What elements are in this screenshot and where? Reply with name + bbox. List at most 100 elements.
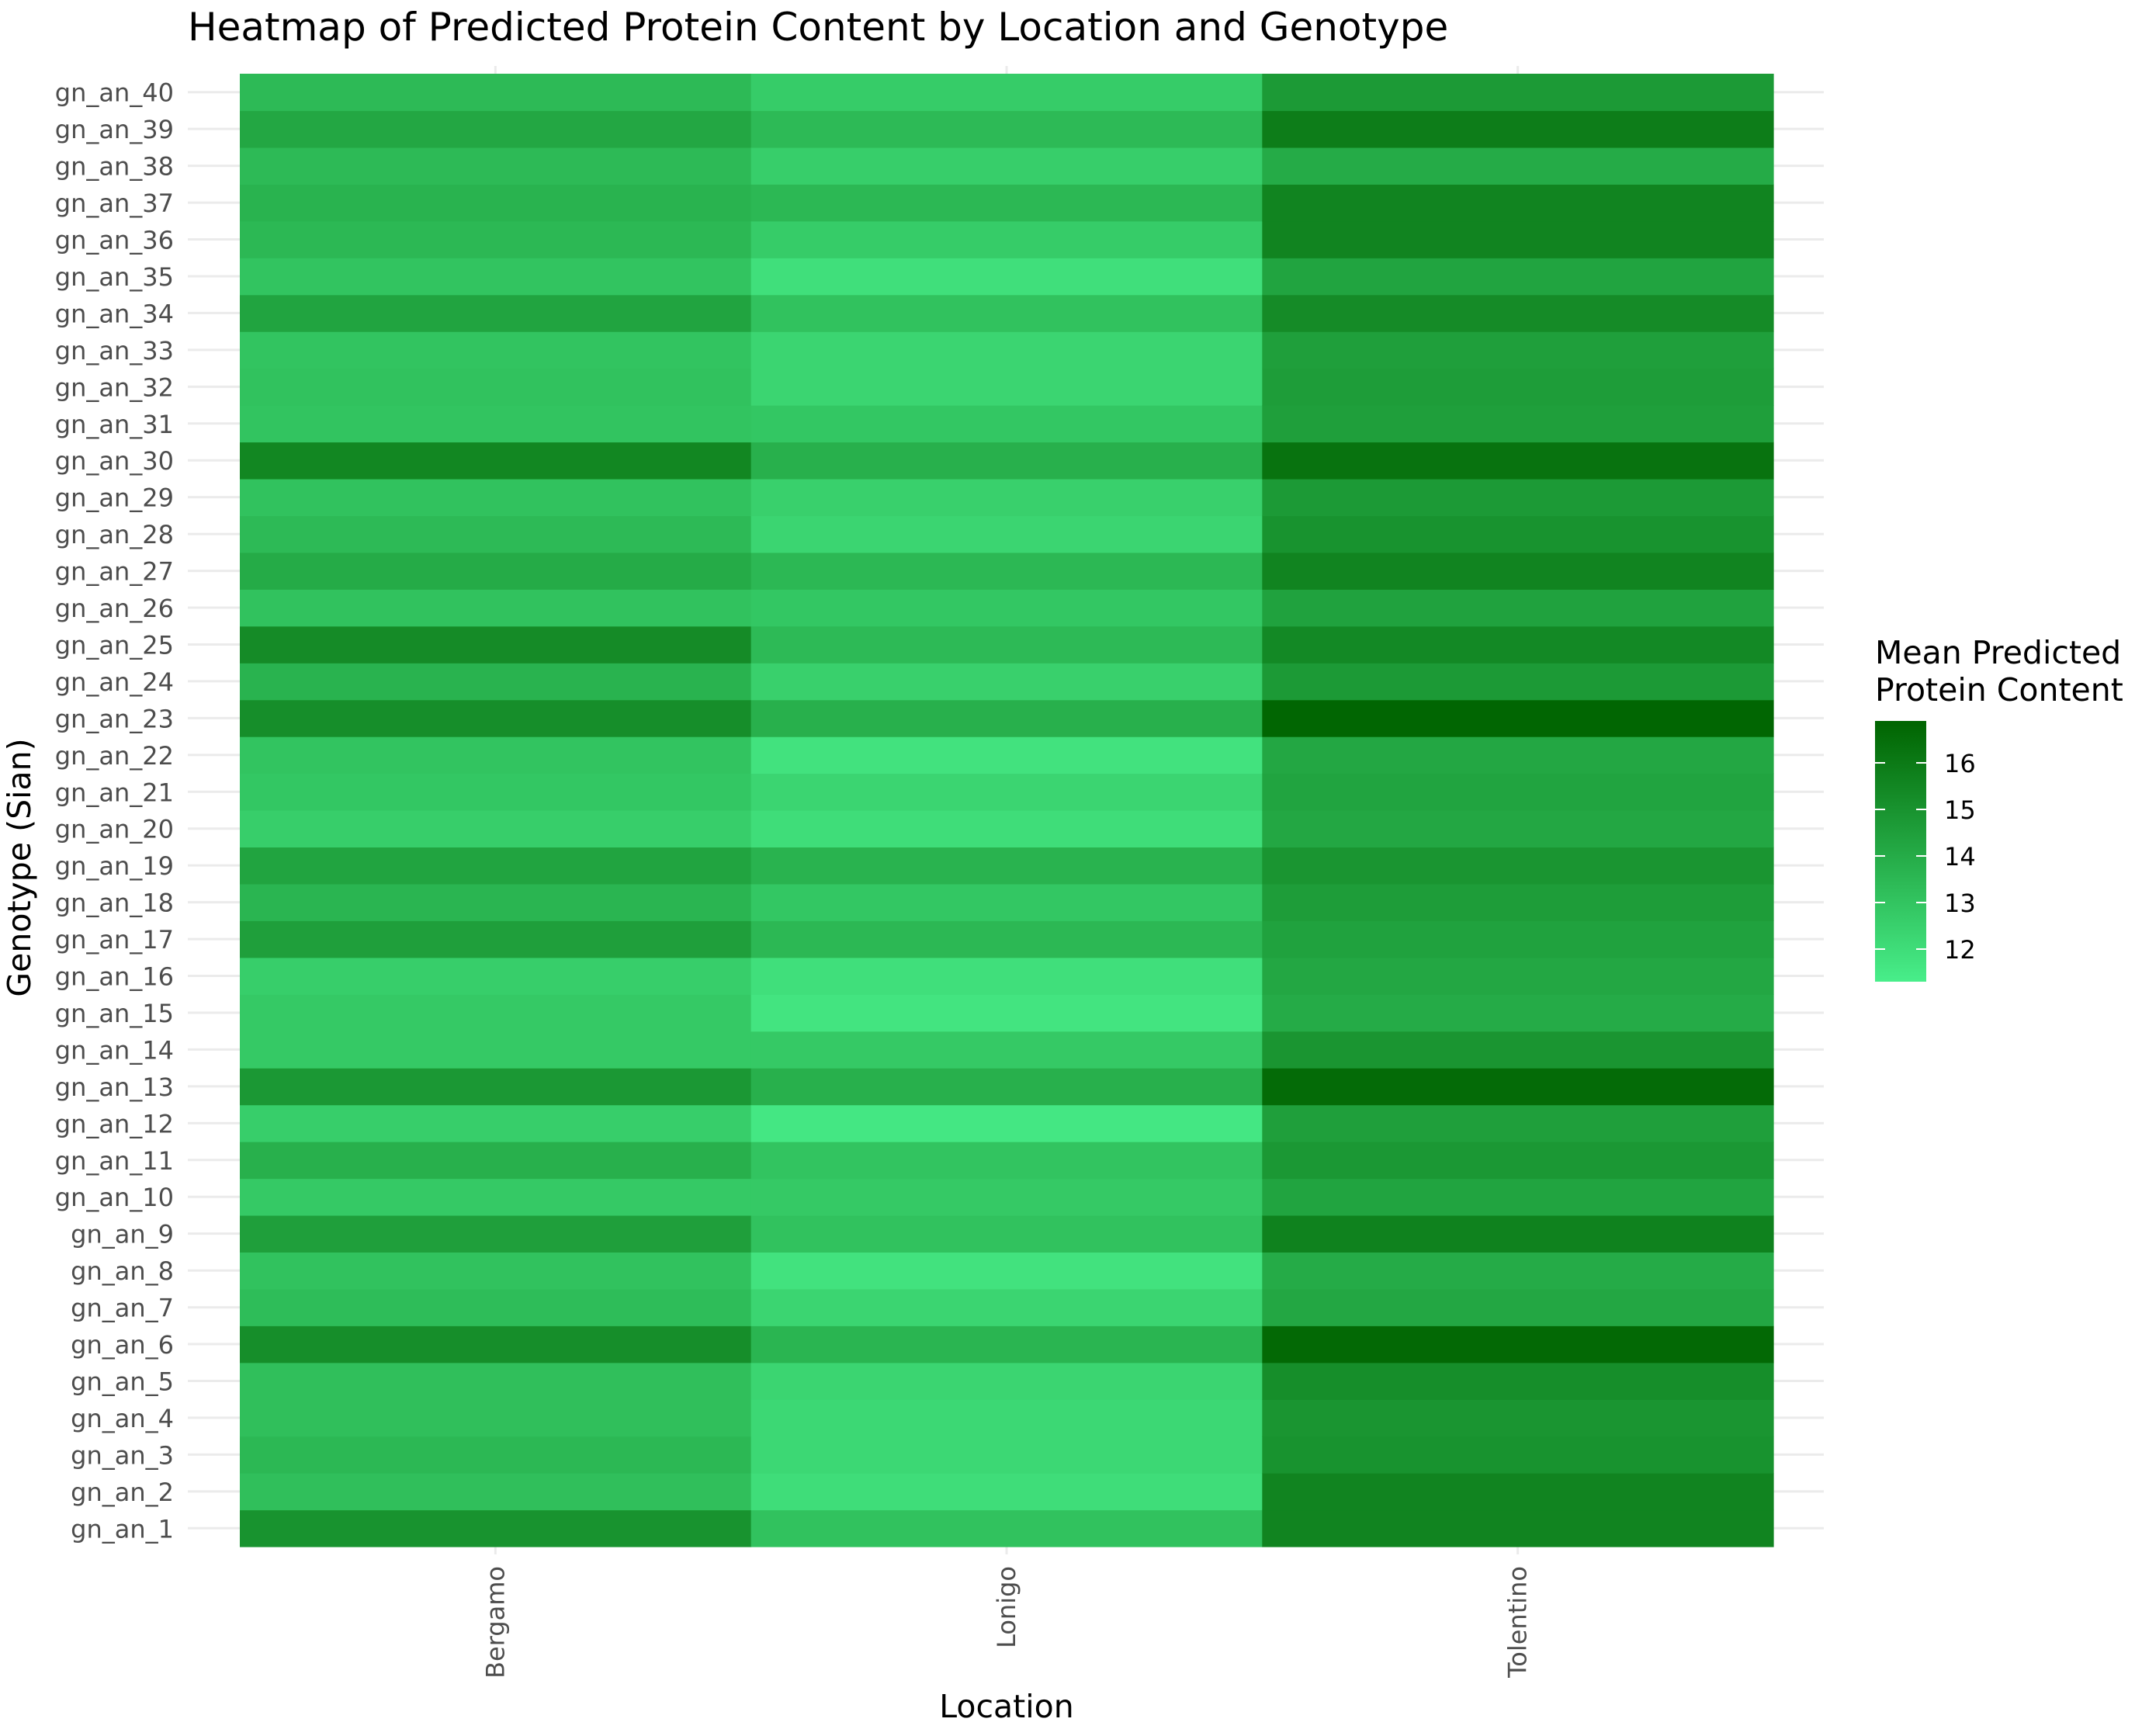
heatmap-cell [750, 883, 1263, 921]
heatmap-cell [750, 699, 1263, 737]
heatmap-cell [750, 1436, 1263, 1474]
heatmap-cell [240, 552, 752, 590]
heatmap-cell [240, 1104, 752, 1142]
heatmap-cell [240, 1252, 752, 1290]
heatmap-cell [750, 736, 1263, 774]
heatmap-cell [1262, 1031, 1774, 1069]
heatmap-cell [1262, 515, 1774, 553]
y-tick-label: gn_an_10 [55, 1183, 174, 1212]
heatmap-cell [1262, 552, 1774, 590]
chart-title: Heatmap of Predicted Protein Content by … [188, 5, 1448, 50]
heatmap-cell [1262, 258, 1774, 296]
heatmap-cell [240, 883, 752, 921]
x-tick-label: Tolentino [1503, 1566, 1533, 1679]
y-tick-label: gn_an_17 [55, 925, 174, 955]
heatmap-cell [750, 110, 1263, 148]
heatmap-cell [750, 1068, 1263, 1106]
y-tick-label: gn_an_18 [55, 889, 174, 918]
heatmap-cell [750, 552, 1263, 590]
y-tick-label: gn_an_7 [71, 1294, 174, 1323]
heatmap-cell [750, 368, 1263, 406]
heatmap-cell [1262, 1399, 1774, 1437]
heatmap-cell [1262, 663, 1774, 701]
y-tick-label: gn_an_31 [55, 410, 174, 439]
y-tick-label: gn_an_20 [55, 815, 174, 844]
y-tick-label: gn_an_15 [55, 999, 174, 1028]
heatmap-cell [240, 773, 752, 811]
heatmap-cell [1262, 1362, 1774, 1400]
heatmap-cell [750, 184, 1263, 222]
heatmap-cell [1262, 1325, 1774, 1364]
legend-tick-label: 13 [1944, 889, 1976, 918]
y-tick-label: gn_an_22 [55, 741, 174, 771]
heatmap-cell [240, 1215, 752, 1253]
heatmap-cell [750, 1509, 1263, 1547]
heatmap-cell [240, 1362, 752, 1400]
heatmap-cell [240, 810, 752, 848]
heatmap-cell [1262, 1252, 1774, 1290]
heatmap-cell [1262, 1178, 1774, 1216]
heatmap-cell [240, 699, 752, 737]
legend-ticks: 12 13 14 15 16 [1875, 749, 1976, 965]
x-axis-tick-labels: Bergamo Lonigo Tolentino [480, 1566, 1532, 1679]
y-tick-label: gn_an_27 [55, 557, 174, 587]
heatmap-cell [240, 920, 752, 958]
heatmap-cell [750, 331, 1263, 369]
heatmap-cell [1262, 847, 1774, 885]
heatmap-cell [1262, 1215, 1774, 1253]
legend-tick-label: 14 [1944, 842, 1976, 871]
heatmap-cell [240, 994, 752, 1032]
y-tick-label: gn_an_13 [55, 1072, 174, 1102]
heatmap-cell [1262, 220, 1774, 258]
y-tick-label: gn_an_38 [55, 152, 174, 182]
heatmap-cell [1262, 294, 1774, 332]
y-tick-label: gn_an_3 [71, 1440, 174, 1470]
y-tick-label: gn_an_14 [55, 1035, 174, 1065]
heatmap-cell [240, 258, 752, 296]
heatmap-cell [1262, 736, 1774, 774]
heatmap-cell [750, 74, 1263, 112]
heatmap-cell [750, 994, 1263, 1032]
legend-color-bar [1875, 721, 1926, 982]
heatmap-cell [1262, 1436, 1774, 1474]
heatmap-cell [240, 147, 752, 185]
y-tick-label: gn_an_34 [55, 299, 174, 328]
legend-tick-label: 12 [1944, 935, 1976, 965]
heatmap-cell [1262, 1068, 1774, 1106]
heatmap-cell [1262, 110, 1774, 148]
heatmap-cell [240, 1325, 752, 1364]
y-tick-label: gn_an_1 [71, 1514, 174, 1544]
heatmap-cell [750, 773, 1263, 811]
heatmap-cell [750, 1473, 1263, 1511]
heatmap-cell [240, 1473, 752, 1511]
heatmap-cell [240, 663, 752, 701]
y-tick-label: gn_an_32 [55, 372, 174, 402]
heatmap-cell [750, 515, 1263, 553]
heatmap-cell [240, 957, 752, 995]
legend-title-line-2: Protein Content [1875, 671, 2123, 709]
heatmap-cell [240, 1142, 752, 1180]
y-axis-label: Genotype (Sian) [1, 738, 38, 996]
heatmap-cell [750, 957, 1263, 995]
y-tick-label: gn_an_8 [71, 1256, 174, 1286]
y-tick-label: gn_an_19 [55, 851, 174, 881]
heatmap-cell [750, 589, 1263, 627]
heatmap-cell [750, 405, 1263, 443]
y-tick-label: gn_an_29 [55, 483, 174, 513]
y-tick-label: gn_an_40 [55, 78, 174, 108]
heatmap-cell [750, 258, 1263, 296]
y-tick-label: gn_an_25 [55, 630, 174, 660]
heatmap-cell [240, 847, 752, 885]
y-tick-label: gn_an_36 [55, 226, 174, 255]
legend-title-line-1: Mean Predicted [1875, 634, 2121, 671]
heatmap-cell [240, 625, 752, 664]
y-tick-label: gn_an_6 [71, 1330, 174, 1360]
heatmap-cell [1262, 1473, 1774, 1511]
heatmap-cell [240, 1509, 752, 1547]
y-tick-label: gn_an_2 [71, 1478, 174, 1507]
heatmap-cell [240, 368, 752, 406]
x-axis-label: Location [939, 1688, 1073, 1725]
heatmap-cell [240, 442, 752, 480]
y-tick-label: gn_an_24 [55, 667, 174, 697]
